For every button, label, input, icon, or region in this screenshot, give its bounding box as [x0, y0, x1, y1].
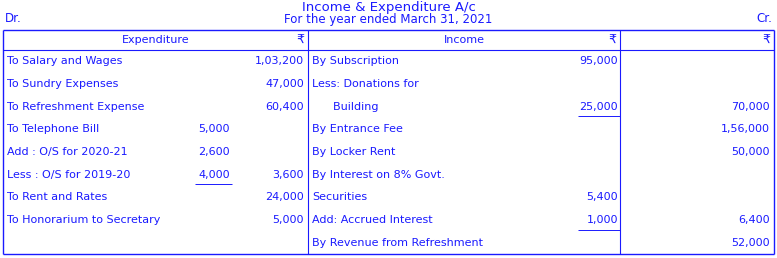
- Text: 47,000: 47,000: [265, 79, 304, 89]
- Text: Income: Income: [444, 35, 485, 45]
- Text: For the year ended March 31, 2021: For the year ended March 31, 2021: [284, 12, 493, 26]
- Text: 60,400: 60,400: [266, 102, 304, 112]
- Text: Less : O/S for 2019-20: Less : O/S for 2019-20: [7, 170, 131, 180]
- Text: Income & Expenditure A/c: Income & Expenditure A/c: [301, 2, 476, 14]
- Text: 6,400: 6,400: [738, 215, 770, 225]
- Text: 50,000: 50,000: [731, 147, 770, 157]
- Text: 1,03,200: 1,03,200: [255, 56, 304, 66]
- Text: ₹: ₹: [762, 34, 770, 46]
- Text: 5,000: 5,000: [273, 215, 304, 225]
- Text: By Interest on 8% Govt.: By Interest on 8% Govt.: [312, 170, 445, 180]
- Text: 25,000: 25,000: [580, 102, 618, 112]
- Text: By Locker Rent: By Locker Rent: [312, 147, 395, 157]
- Text: 1,000: 1,000: [587, 215, 618, 225]
- Text: Securities: Securities: [312, 192, 367, 202]
- Text: By Revenue from Refreshment: By Revenue from Refreshment: [312, 238, 483, 248]
- Text: 4,000: 4,000: [198, 170, 230, 180]
- Text: ₹: ₹: [296, 34, 304, 46]
- Text: Dr.: Dr.: [5, 12, 22, 26]
- Text: Cr.: Cr.: [756, 12, 772, 26]
- Text: 52,000: 52,000: [731, 238, 770, 248]
- Text: 70,000: 70,000: [731, 102, 770, 112]
- Text: 5,000: 5,000: [198, 124, 230, 134]
- Text: Less: Donations for: Less: Donations for: [312, 79, 419, 89]
- Text: To Telephone Bill: To Telephone Bill: [7, 124, 99, 134]
- Text: By Entrance Fee: By Entrance Fee: [312, 124, 403, 134]
- Text: Expenditure: Expenditure: [122, 35, 190, 45]
- Text: ₹: ₹: [608, 34, 616, 46]
- Text: To Salary and Wages: To Salary and Wages: [7, 56, 122, 66]
- Text: 2,600: 2,600: [198, 147, 230, 157]
- Text: Add : O/S for 2020-21: Add : O/S for 2020-21: [7, 147, 127, 157]
- Text: To Sundry Expenses: To Sundry Expenses: [7, 79, 118, 89]
- Text: 24,000: 24,000: [265, 192, 304, 202]
- Text: 5,400: 5,400: [587, 192, 618, 202]
- Text: 95,000: 95,000: [580, 56, 618, 66]
- Text: Building: Building: [312, 102, 378, 112]
- Text: To Rent and Rates: To Rent and Rates: [7, 192, 107, 202]
- Text: To Honorarium to Secretary: To Honorarium to Secretary: [7, 215, 160, 225]
- Text: By Subscription: By Subscription: [312, 56, 399, 66]
- Text: 1,56,000: 1,56,000: [721, 124, 770, 134]
- Text: Add: Accrued Interest: Add: Accrued Interest: [312, 215, 433, 225]
- Text: To Refreshment Expense: To Refreshment Expense: [7, 102, 145, 112]
- Text: 3,600: 3,600: [273, 170, 304, 180]
